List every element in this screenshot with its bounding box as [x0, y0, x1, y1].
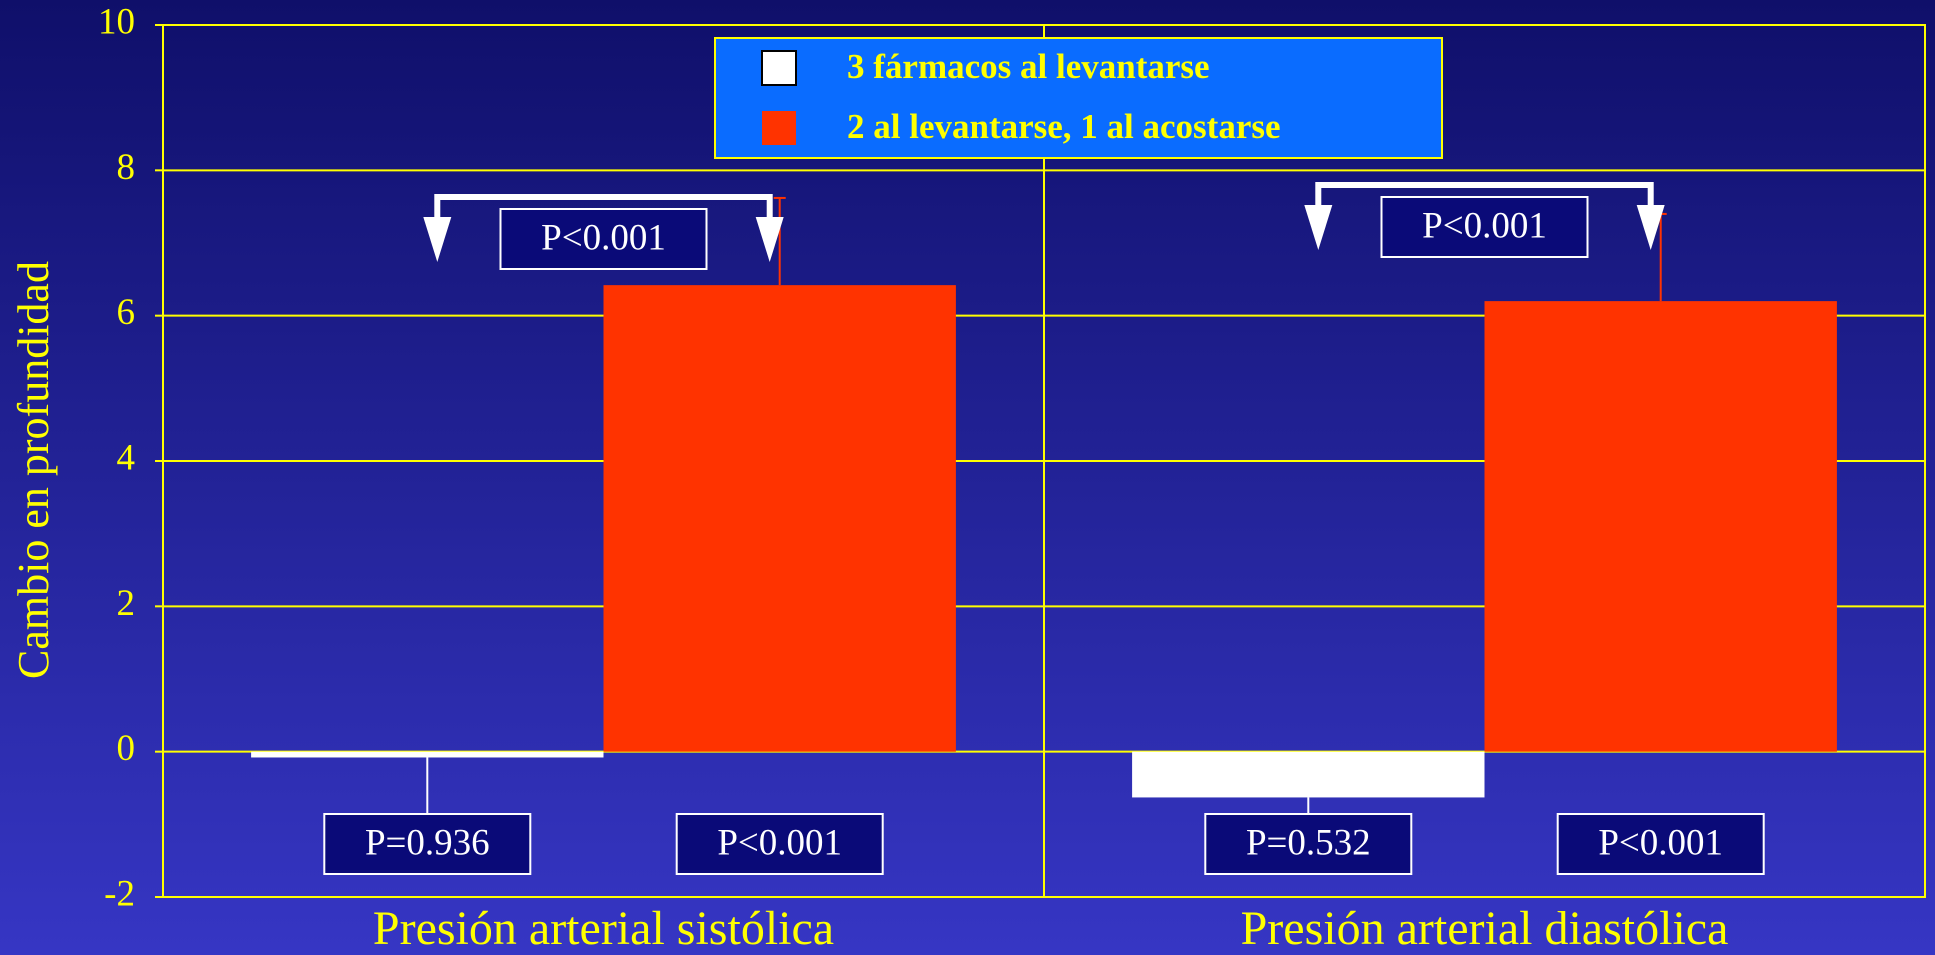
x-tick-label: Presión arterial diastólica: [1241, 902, 1729, 955]
y-tick-label: 8: [117, 147, 136, 188]
p-value: P<0.001: [541, 217, 666, 258]
y-axis-label: Cambio en profundidad: [9, 261, 58, 679]
comparison-bracket: [434, 194, 773, 222]
comparison-bracket: [1315, 182, 1654, 210]
y-tick-label: 0: [117, 728, 136, 769]
bar: [1132, 751, 1485, 798]
y-tick-label: 10: [98, 1, 135, 42]
y-tick-label: -2: [104, 873, 135, 914]
bar: [251, 751, 604, 758]
legend-label: 2 al levantarse, 1 al acostarse: [847, 107, 1281, 146]
p-value-box: [323, 813, 532, 875]
y-tick-label: 4: [117, 437, 136, 478]
p-value-box: [1204, 813, 1413, 875]
legend-box: [714, 37, 1443, 159]
p-value-box: [1556, 813, 1765, 875]
p-value: P=0.936: [365, 822, 490, 863]
p-value: P<0.001: [717, 822, 842, 863]
p-value-box: [1380, 196, 1589, 258]
arrow: [755, 217, 784, 262]
p-value: P=0.532: [1246, 822, 1371, 863]
bar: [603, 285, 956, 752]
arrow: [1304, 205, 1333, 250]
bar: [1484, 301, 1837, 752]
legend-swatch: [762, 111, 796, 145]
p-value: P<0.001: [1422, 205, 1547, 246]
legend-label: 3 fármacos al levantarse: [847, 47, 1210, 86]
arrow: [1636, 205, 1665, 250]
legend-swatch: [761, 50, 797, 86]
arrow: [423, 217, 452, 262]
y-tick-label: 2: [117, 583, 136, 624]
y-tick-label: 6: [117, 292, 136, 333]
p-value: P<0.001: [1598, 822, 1723, 863]
p-value-box: [675, 813, 884, 875]
p-value-box: [499, 208, 708, 270]
x-tick-label: Presión arterial sistólica: [373, 902, 834, 955]
